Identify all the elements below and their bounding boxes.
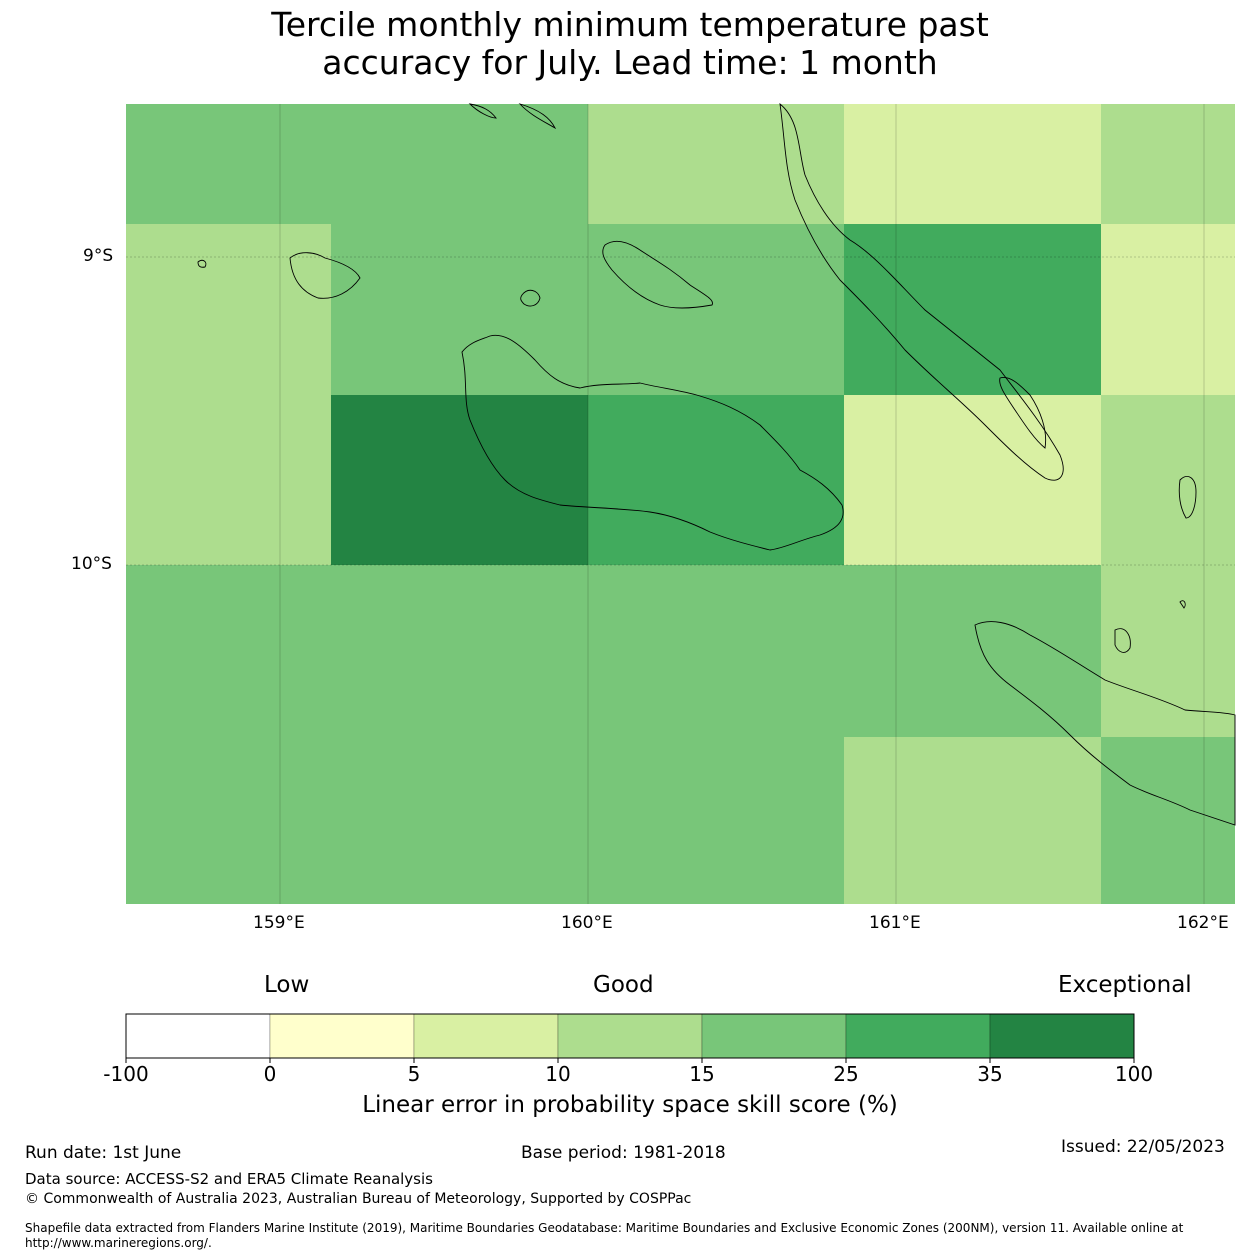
coastline: [974, 621, 1236, 826]
colorbar-bin: [989, 1013, 1135, 1059]
coastline: [289, 252, 361, 299]
colorbar-label: Linear error in probability space skill …: [362, 1092, 898, 1118]
grid-cell: [126, 224, 331, 395]
coastline: [520, 289, 541, 307]
grid-cell: [1101, 737, 1235, 904]
shapefile-credit: Shapefile data extracted from Flanders M…: [25, 1221, 1184, 1250]
grid-cell: [588, 395, 844, 565]
category-exceptional: Exceptional: [1058, 972, 1192, 998]
lon-tick-162e: 162°E: [1177, 913, 1229, 933]
coastline: [518, 103, 557, 130]
title-line-2: accuracy for July. Lead time: 1 month: [322, 43, 938, 82]
lat-tick-10s: 10°S: [71, 554, 112, 574]
colorbar-bin: [269, 1013, 415, 1059]
coastline: [602, 240, 713, 309]
coastline: [1178, 476, 1197, 519]
map-title: Tercile monthly minimum temperature past…: [0, 6, 1260, 82]
colorbar-tick: 35: [977, 1062, 1003, 1086]
colorbar-tick: 100: [1114, 1062, 1154, 1086]
lon-tick-160e: 160°E: [561, 913, 613, 933]
colorbar-bin: [701, 1013, 847, 1059]
grid-cell: [844, 737, 1101, 904]
grid-cell: [844, 395, 1101, 565]
category-low: Low: [264, 972, 310, 998]
grid-cell: [126, 395, 331, 565]
title-line-1: Tercile monthly minimum temperature past: [271, 5, 989, 44]
lon-tick-161e: 161°E: [869, 913, 921, 933]
coastline: [779, 102, 1064, 481]
colorbar-bin: [557, 1013, 703, 1059]
colorbar-tick: 0: [263, 1062, 277, 1086]
grid-cell: [588, 104, 844, 224]
grid-cell: [126, 737, 844, 904]
colorbar-tick: 10: [545, 1062, 571, 1086]
grid-cell: [1101, 224, 1235, 395]
colorbar-bin: [125, 1013, 271, 1059]
colorbar-tick: 5: [407, 1062, 421, 1086]
copyright: © Commonwealth of Australia 2023, Austra…: [25, 1191, 692, 1207]
lon-tick-159e: 159°E: [253, 913, 305, 933]
coastline: [468, 103, 497, 119]
lat-tick-9s: 9°S: [83, 246, 114, 266]
grid-cell: [331, 395, 588, 565]
grid-cell: [331, 224, 844, 395]
grid-cell: [844, 224, 1101, 395]
coastline: [1114, 628, 1131, 653]
colorbar-bin: [845, 1013, 991, 1059]
grid-cell: [126, 565, 1101, 737]
run-date: Run date: 1st June: [25, 1143, 182, 1163]
colorbar-tick: 25: [833, 1062, 859, 1086]
grid-cell: [1101, 104, 1235, 224]
coastline: [999, 377, 1047, 449]
colorbar-tick: 15: [689, 1062, 715, 1086]
coastline: [197, 259, 207, 268]
grid-cell: [844, 104, 1101, 224]
coastline: [1179, 600, 1186, 609]
coastline: [461, 334, 844, 551]
grid-cell: [126, 104, 588, 224]
issued-date: Issued: 22/05/2023: [1061, 1137, 1225, 1157]
grid-cell: [1101, 395, 1235, 565]
colorbar-frame: [125, 1013, 1135, 1059]
data-source: Data source: ACCESS-S2 and ERA5 Climate …: [25, 1170, 433, 1188]
colorbar-tick: -100: [103, 1062, 149, 1086]
colorbar-bin: [413, 1013, 559, 1059]
category-good: Good: [593, 972, 654, 998]
base-period: Base period: 1981-2018: [521, 1143, 726, 1163]
grid-cell: [1101, 565, 1235, 737]
